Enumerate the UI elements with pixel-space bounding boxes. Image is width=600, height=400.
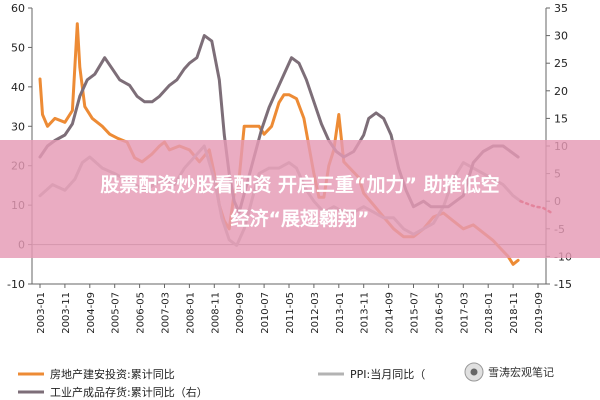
x-tick-label: 2013-11 bbox=[360, 292, 371, 334]
x-tick-label: 2003-11 bbox=[61, 292, 72, 334]
banner-line-2: 经济“展翅翱翔” bbox=[231, 207, 370, 230]
x-tick-label: 2009-09 bbox=[235, 292, 246, 334]
x-tick-label: 2006-05 bbox=[136, 292, 147, 334]
x-tick-label: 2018-01 bbox=[484, 292, 495, 334]
legend: 房地产建安投资:累计同比 PPI:当月同比（ 工业产成品存货:累计同比（右） bbox=[18, 367, 425, 399]
x-tick-label: 2012-03 bbox=[310, 292, 321, 334]
legend-label-2: PPI:当月同比（ bbox=[350, 367, 425, 381]
right-tick-label: -15 bbox=[554, 278, 572, 291]
x-tick-label: 2019-09 bbox=[534, 292, 545, 334]
x-tick-label: 2014-09 bbox=[385, 292, 396, 334]
right-tick-label: 15 bbox=[554, 112, 568, 125]
right-tick-label: 25 bbox=[554, 57, 568, 70]
x-tick-label: 2010-07 bbox=[260, 292, 271, 334]
right-tick-label: 30 bbox=[554, 30, 568, 43]
legend-label-3: 工业产成品存货:累计同比（右） bbox=[50, 385, 208, 399]
watermark-logo-dot-icon bbox=[470, 368, 478, 376]
x-tick-label: 2016-05 bbox=[434, 292, 445, 334]
banner-background bbox=[0, 140, 600, 258]
right-tick-label: 35 bbox=[554, 2, 568, 15]
right-tick-label: 20 bbox=[554, 85, 568, 98]
x-tick-labels: 2003-01 2003-11 2004-09 2005-07 2006-05 2007-… bbox=[36, 292, 545, 334]
left-tick-label: 30 bbox=[11, 120, 25, 133]
banner-line-1: 股票配资炒股看配资 开启三重“加力” 助推低空 bbox=[100, 173, 499, 196]
left-tick-label: -10 bbox=[7, 278, 25, 291]
x-tick-label: 2003-01 bbox=[36, 292, 47, 334]
x-tick-label: 2015-07 bbox=[410, 292, 421, 334]
x-tick-label: 2017-03 bbox=[459, 292, 470, 334]
legend-label-1: 房地产建安投资:累计同比 bbox=[50, 367, 175, 381]
x-tick-label: 2007-03 bbox=[161, 292, 172, 334]
banner-overlay: 股票配资炒股看配资 开启三重“加力” 助推低空 经济“展翅翱翔” bbox=[0, 140, 600, 258]
x-tick-label: 2005-07 bbox=[111, 292, 122, 334]
x-tick-label: 2011-05 bbox=[285, 292, 296, 334]
x-tick-label: 2008-11 bbox=[210, 292, 221, 334]
left-tick-label: 60 bbox=[11, 2, 25, 15]
left-tick-label: 50 bbox=[11, 41, 25, 54]
left-tick-label: 40 bbox=[11, 81, 25, 94]
watermark: 雪涛宏观笔记 bbox=[464, 362, 554, 382]
watermark-text: 雪涛宏观笔记 bbox=[488, 365, 554, 379]
x-tick-label: 2018-11 bbox=[509, 292, 520, 334]
x-tick-label: 2013-01 bbox=[335, 292, 346, 334]
x-tick-label: 2004-09 bbox=[86, 292, 97, 334]
x-tick-label: 2008-01 bbox=[185, 292, 196, 334]
